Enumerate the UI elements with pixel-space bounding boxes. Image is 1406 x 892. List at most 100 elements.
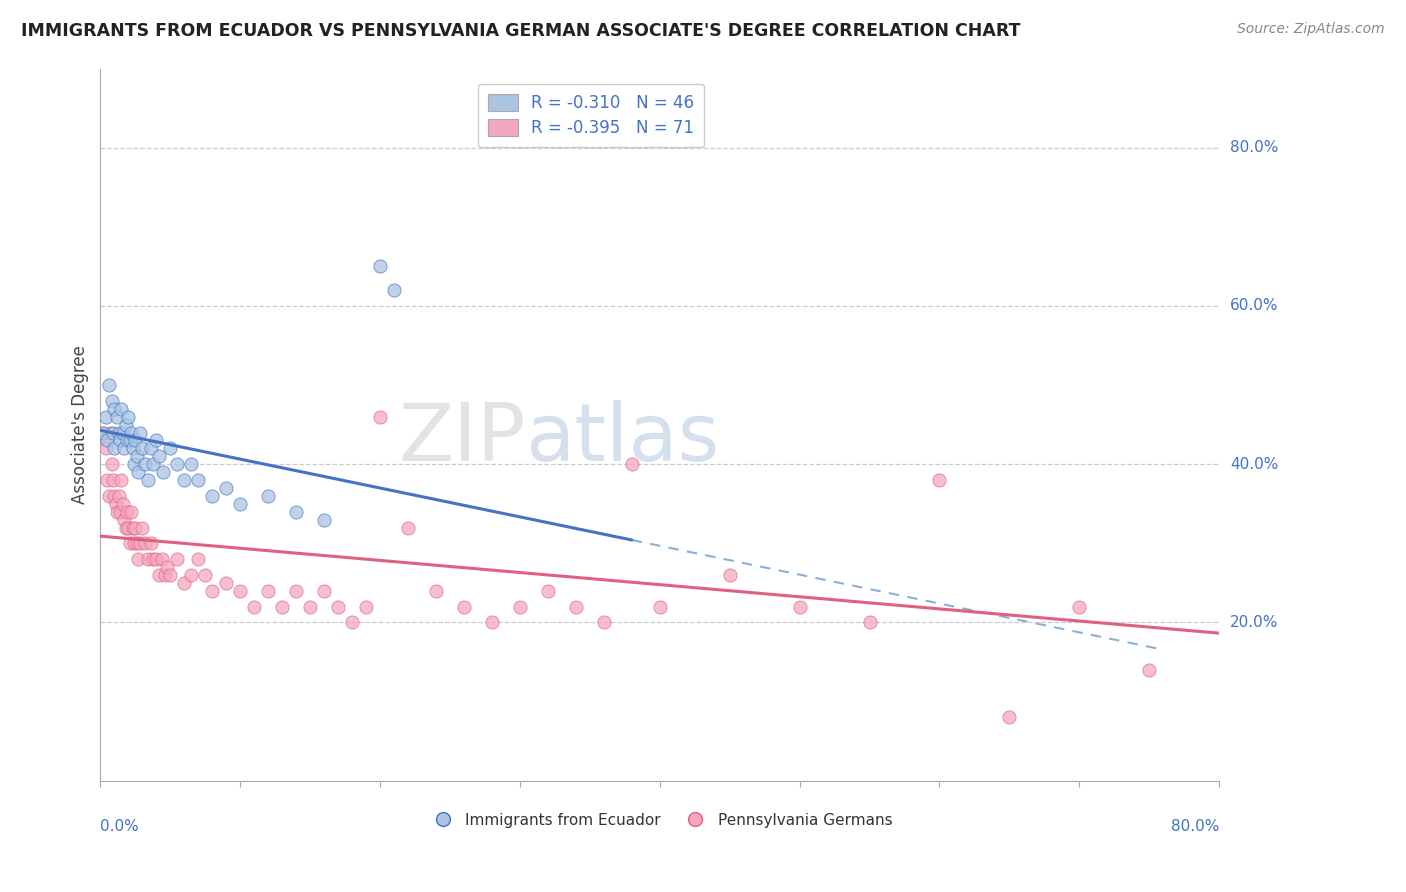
Point <box>139 442 162 456</box>
Point <box>173 575 195 590</box>
Point <box>142 457 165 471</box>
Point <box>94 409 117 424</box>
Point <box>120 425 142 440</box>
Point <box>134 536 156 550</box>
Point <box>271 599 294 614</box>
Point <box>148 450 170 464</box>
Point <box>96 473 118 487</box>
Point <box>314 583 336 598</box>
Point <box>136 473 159 487</box>
Point <box>201 583 224 598</box>
Y-axis label: Associate's Degree: Associate's Degree <box>72 345 89 504</box>
Point <box>215 575 238 590</box>
Point <box>166 457 188 471</box>
Point <box>173 473 195 487</box>
Point <box>159 442 181 456</box>
Point <box>153 568 176 582</box>
Point <box>115 505 138 519</box>
Point <box>134 457 156 471</box>
Point <box>166 552 188 566</box>
Point <box>148 568 170 582</box>
Point <box>103 442 125 456</box>
Point <box>156 560 179 574</box>
Point <box>127 552 149 566</box>
Point <box>128 425 150 440</box>
Point <box>108 434 131 448</box>
Point <box>103 401 125 416</box>
Point <box>117 409 139 424</box>
Point <box>368 260 391 274</box>
Point <box>100 457 122 471</box>
Point <box>187 473 209 487</box>
Point <box>326 599 349 614</box>
Point <box>118 434 141 448</box>
Point <box>122 457 145 471</box>
Point <box>481 615 503 630</box>
Text: 0.0%: 0.0% <box>100 819 139 834</box>
Point <box>105 505 128 519</box>
Point <box>112 513 135 527</box>
Point <box>194 568 217 582</box>
Text: IMMIGRANTS FROM ECUADOR VS PENNSYLVANIA GERMAN ASSOCIATE'S DEGREE CORRELATION CH: IMMIGRANTS FROM ECUADOR VS PENNSYLVANIA … <box>21 22 1021 40</box>
Point <box>159 568 181 582</box>
Point <box>91 425 114 440</box>
Point <box>96 434 118 448</box>
Point <box>121 442 143 456</box>
Point <box>187 552 209 566</box>
Point <box>136 552 159 566</box>
Point <box>128 536 150 550</box>
Point <box>139 536 162 550</box>
Text: 80.0%: 80.0% <box>1171 819 1219 834</box>
Text: 60.0%: 60.0% <box>1230 299 1279 313</box>
Point <box>340 615 363 630</box>
Point <box>98 425 121 440</box>
Point <box>101 425 124 440</box>
Point <box>243 599 266 614</box>
Point <box>257 583 280 598</box>
Point <box>100 393 122 408</box>
Point <box>120 505 142 519</box>
Text: atlas: atlas <box>526 400 720 478</box>
Point <box>257 489 280 503</box>
Point <box>180 568 202 582</box>
Point <box>118 536 141 550</box>
Point <box>97 489 120 503</box>
Text: 20.0%: 20.0% <box>1230 615 1278 630</box>
Point <box>299 599 322 614</box>
Point <box>368 409 391 424</box>
Point <box>180 457 202 471</box>
Point <box>858 615 880 630</box>
Point <box>131 442 153 456</box>
Point <box>789 599 811 614</box>
Point <box>509 599 531 614</box>
Point <box>122 536 145 550</box>
Point <box>565 599 588 614</box>
Point <box>1069 599 1091 614</box>
Text: Source: ZipAtlas.com: Source: ZipAtlas.com <box>1237 22 1385 37</box>
Text: 40.0%: 40.0% <box>1230 457 1278 472</box>
Point <box>537 583 560 598</box>
Point <box>115 434 138 448</box>
Point <box>117 520 139 534</box>
Point <box>107 489 129 503</box>
Point <box>103 489 125 503</box>
Point <box>114 520 136 534</box>
Point <box>382 283 405 297</box>
Point <box>150 552 173 566</box>
Point <box>396 520 419 534</box>
Point <box>928 473 950 487</box>
Point <box>314 513 336 527</box>
Point <box>145 434 167 448</box>
Point <box>215 481 238 495</box>
Point <box>453 599 475 614</box>
Legend: Immigrants from Ecuador, Pennsylvania Germans: Immigrants from Ecuador, Pennsylvania Ge… <box>422 806 898 834</box>
Point <box>125 450 148 464</box>
Point <box>112 442 135 456</box>
Point <box>152 465 174 479</box>
Text: 80.0%: 80.0% <box>1230 140 1278 155</box>
Point <box>91 425 114 440</box>
Point <box>127 465 149 479</box>
Point <box>125 536 148 550</box>
Point <box>104 497 127 511</box>
Point <box>354 599 377 614</box>
